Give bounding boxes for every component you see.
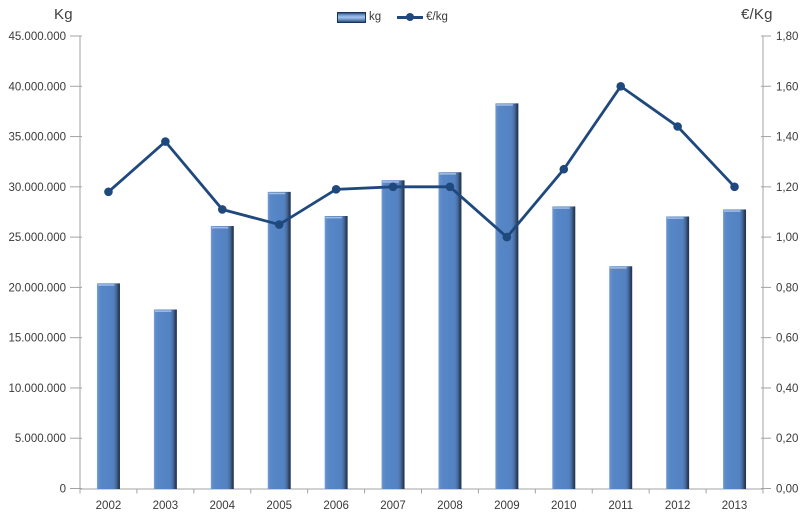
legend-label-eur-per-kg: €/kg [426,11,448,23]
bar-2005 [267,191,291,489]
bar-top-highlight [553,207,570,209]
x-axis-label-2006: 2006 [323,500,349,512]
left-axis-tick-label: 30.000.000 [8,182,66,194]
left-axis-tick-label: 10.000.000 [8,383,66,395]
right-axis-tick-label: 1,00 [776,232,798,244]
right-axis-tick-label: 1,40 [776,132,798,144]
price-marker-2003 [161,137,170,146]
price-marker-2004 [217,205,227,214]
bar-2008 [438,172,462,489]
bar-series-swatch-icon [337,11,366,23]
left-axis-tick-label: 5.000.000 [15,433,66,445]
x-axis-label-2005: 2005 [266,500,292,512]
bar-top-highlight [496,104,513,106]
bar-2009 [495,103,519,489]
legend-item-kg: kg [337,11,381,23]
price-marker-2009 [502,232,512,242]
left-axis-tick-label: 0 [60,484,66,496]
bar-2002 [96,283,120,489]
left-axis-tick-label: 40.000.000 [8,81,66,93]
bar-2004 [210,226,234,490]
bar-top-highlight [724,210,741,212]
price-marker-2005 [274,220,284,229]
price-marker-2002 [104,187,113,197]
left-axis-tick-label: 35.000.000 [8,132,66,144]
x-axis-label-2002: 2002 [96,500,122,512]
bar-top-highlight [325,216,343,219]
bar-2007 [381,180,405,489]
bar-top-highlight [97,284,115,286]
right-axis-tick-label: 0,80 [776,282,798,294]
price-marker-2010 [559,164,569,174]
x-axis-label-2010: 2010 [551,500,577,512]
price-marker-2011 [616,81,626,91]
right-axis-tick-label: 1,80 [776,31,798,43]
bar-2006 [324,215,348,489]
line-series-swatch-icon [397,12,424,21]
x-axis-label-2012: 2012 [665,500,691,512]
legend-label-kg: kg [369,11,382,23]
bar-top-highlight [610,267,627,269]
right-axis-tick-label: 0,00 [776,484,798,496]
bar-2011 [609,266,633,489]
price-marker-2013 [730,182,739,192]
bar-2010 [552,206,576,490]
left-axis-title: Kg [54,6,73,23]
left-axis-tick-label: 15.000.000 [8,333,66,345]
x-axis-label-2003: 2003 [153,500,179,512]
right-axis-title: €/Kg [741,6,773,23]
right-axis-tick-label: 1,20 [776,182,798,194]
x-axis-label-2007: 2007 [380,500,406,512]
bar-top-highlight [211,226,229,229]
price-marker-2006 [331,185,341,194]
right-axis-tick-label: 1,60 [776,81,798,93]
left-axis-tick-label: 25.000.000 [8,232,66,244]
bar-top-highlight [268,192,286,195]
line-marker-dot-icon [406,12,415,21]
bar-top-highlight [667,217,684,219]
left-axis-tick-label: 45.000.000 [8,31,66,43]
bar-2013 [723,209,747,490]
bar-2012 [666,216,690,489]
x-axis-label-2004: 2004 [209,500,235,512]
legend-item-eur-per-kg: €/kg [397,11,448,23]
price-line [107,84,736,240]
x-axis-label-2011: 2011 [608,500,633,512]
price-marker-2008 [445,182,455,192]
x-axis-label-2008: 2008 [437,500,463,512]
left-axis-tick-label: 20.000.000 [8,282,66,294]
price-marker-2007 [388,182,398,192]
right-axis-tick-label: 0,40 [776,383,798,395]
right-axis-tick-label: 0,60 [776,333,798,345]
bar-top-highlight [439,173,456,175]
legend: kg €/kg [337,11,448,23]
bar-top-highlight [382,181,400,183]
right-axis-tick-label: 0,20 [776,433,798,445]
bar-2003 [153,309,177,489]
price-marker-2012 [673,122,682,131]
x-axis-label-2013: 2013 [722,500,748,512]
x-axis-label-2009: 2009 [494,500,520,512]
bar-top-highlight [154,310,172,312]
